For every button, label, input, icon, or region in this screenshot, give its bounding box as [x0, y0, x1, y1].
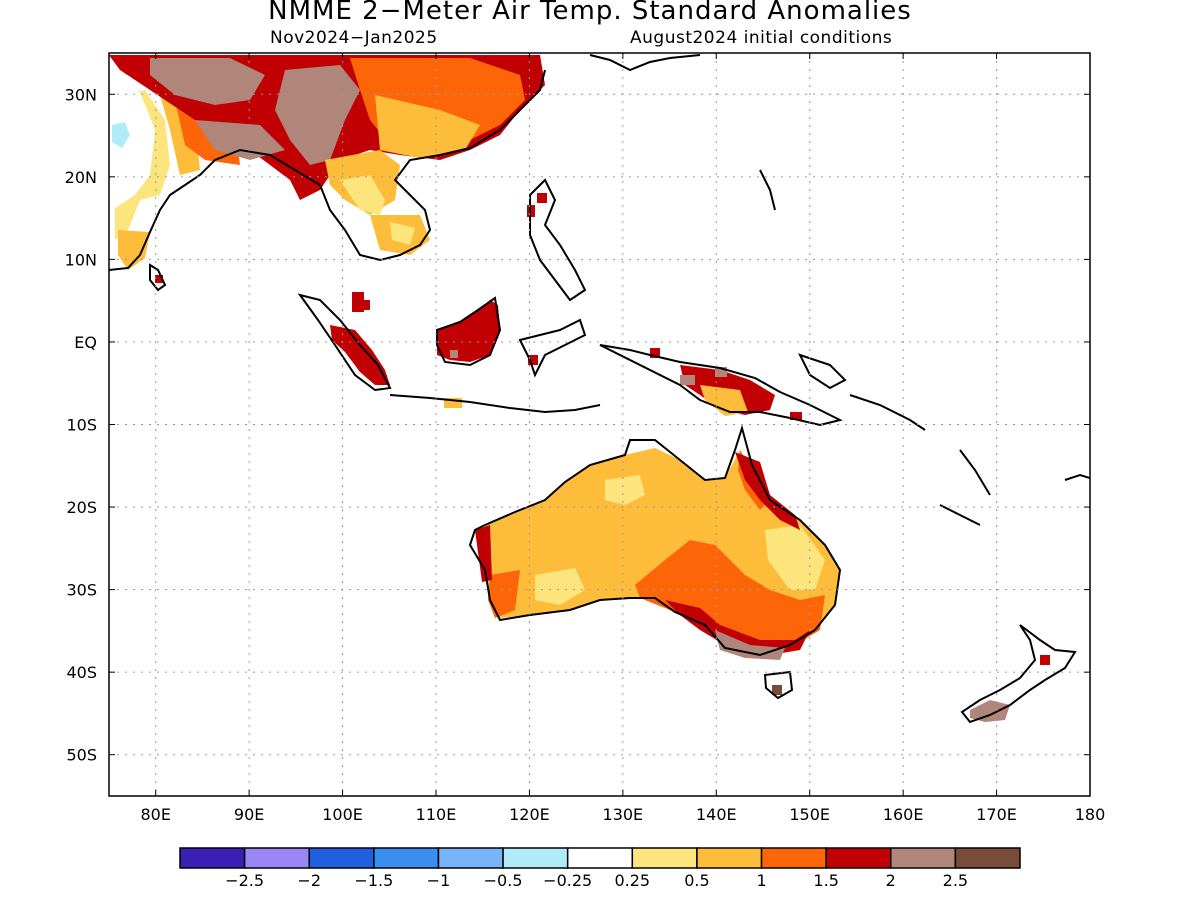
- region-australia-east: [735, 452, 800, 530]
- region-new-zealand: [970, 700, 1010, 722]
- legend-label: 0.25: [614, 871, 650, 890]
- lon-tick-label: 150E: [789, 805, 830, 824]
- forecast-period: Nov2024−Jan2025: [270, 28, 438, 48]
- legend-swatch: [502, 847, 569, 869]
- lon-tick-label: 110E: [416, 805, 457, 824]
- legend-swatch: [179, 847, 246, 869]
- longitude-axis: 80E 90E 100E 110E 120E 130E 140E 150E 160E 170E 18…: [140, 53, 1105, 824]
- lon-tick-label: 90E: [234, 805, 264, 824]
- lon-tick-label: 170E: [976, 805, 1017, 824]
- lon-tick-label: 140E: [696, 805, 737, 824]
- legend-swatch: [243, 847, 310, 869]
- lat-tick-label: 30N: [65, 85, 97, 104]
- lat-tick-label: 20S: [66, 498, 97, 517]
- legend-label: −1.5: [354, 871, 393, 890]
- legend-swatch: [566, 847, 634, 869]
- legend-swatch: [308, 847, 375, 869]
- legend-swatch: [373, 847, 440, 869]
- lon-tick-label: 160E: [883, 805, 924, 824]
- lat-tick-label: 30S: [66, 581, 97, 600]
- legend-label: 2.5: [943, 871, 968, 890]
- latitude-axis: 30N 20N 10N EQ 10S 20S 30S 40S 50S: [65, 85, 1090, 765]
- lon-tick-label: 80E: [140, 805, 170, 824]
- legend-swatch: [631, 847, 698, 869]
- lat-tick-label: 50S: [66, 746, 97, 765]
- legend-swatch: [760, 847, 827, 869]
- region-borneo: [437, 300, 500, 362]
- lat-tick-label: 20N: [65, 168, 97, 187]
- legend-label: 1.5: [813, 871, 838, 890]
- legend-swatch: [954, 847, 1021, 869]
- lon-tick-label: 120E: [509, 805, 550, 824]
- legend-swatch: [890, 847, 957, 869]
- legend-label: −0.5: [484, 871, 523, 890]
- legend-swatch: [437, 847, 504, 869]
- legend-label: −2: [297, 871, 321, 890]
- legend-label: 1: [756, 871, 766, 890]
- chart-title: NMME 2−Meter Air Temp. Standard Anomalie…: [268, 0, 912, 26]
- legend-swatch: [825, 847, 892, 869]
- lat-tick-label: 10N: [65, 250, 97, 269]
- lon-tick-label: 130E: [603, 805, 644, 824]
- lat-tick-label: 10S: [66, 416, 97, 435]
- anomaly-fields: [109, 55, 1050, 722]
- region-india-cool: [112, 122, 130, 148]
- legend-label: −2.5: [225, 871, 264, 890]
- graticule: [109, 53, 1090, 796]
- color-legend: −2.5 −2 −1.5 −1 −0.5 −0.25 0.25 0.5 1 1.5 2 2.5: [179, 847, 1021, 890]
- initial-conditions: August2024 initial conditions: [630, 28, 893, 48]
- region-sumatra: [330, 325, 390, 385]
- lon-tick-label: 100E: [322, 805, 363, 824]
- legend-label: 0.5: [684, 871, 709, 890]
- lat-tick-label: 40S: [66, 663, 97, 682]
- coastlines: [109, 54, 1090, 724]
- legend-label: −1: [427, 871, 451, 890]
- lat-tick-label: EQ: [74, 333, 97, 352]
- legend-label: −0.25: [543, 871, 592, 890]
- legend-swatch: [696, 847, 763, 869]
- lon-tick-label: 180: [1075, 805, 1106, 824]
- legend-label: 2: [886, 871, 896, 890]
